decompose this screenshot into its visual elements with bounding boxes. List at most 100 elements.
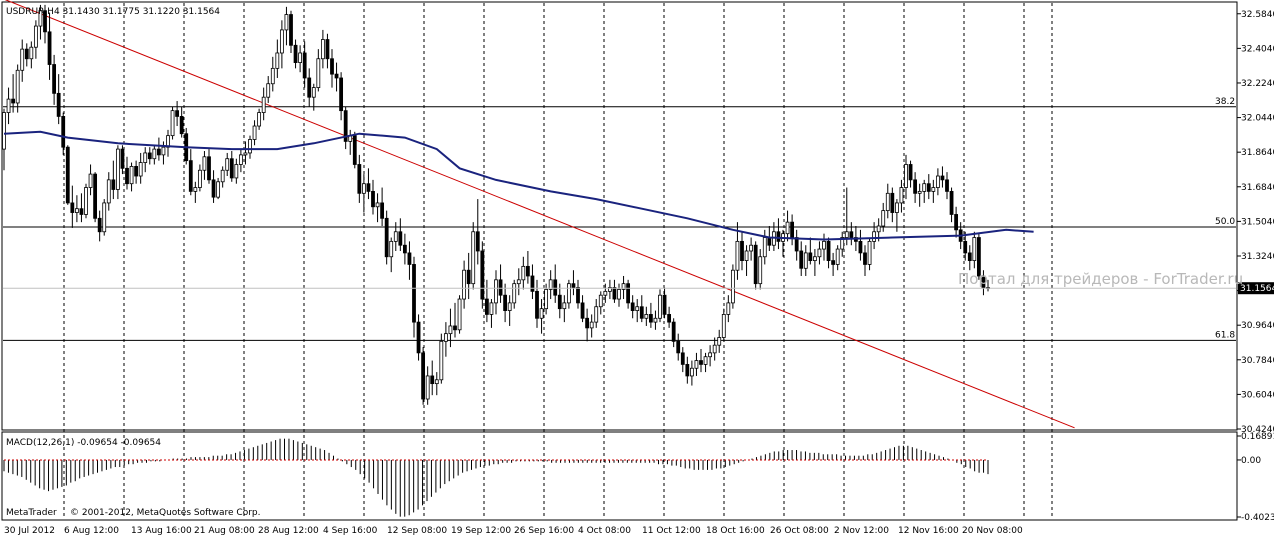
candle-body — [712, 344, 717, 354]
candle-body — [102, 202, 107, 233]
candle-body — [52, 64, 57, 94]
candle-body — [84, 187, 88, 215]
candle-body — [361, 183, 366, 194]
candle-body — [822, 240, 826, 250]
candle-body — [922, 183, 927, 192]
candle-body — [398, 231, 403, 246]
candle-body — [949, 190, 954, 215]
candle-body — [24, 48, 29, 60]
candle-body — [475, 231, 480, 252]
trendline — [4, 0, 1075, 429]
candle-body — [717, 337, 722, 346]
candle-body — [261, 96, 266, 113]
candle-body — [589, 321, 594, 329]
candle-body — [917, 190, 922, 194]
candle-body — [653, 317, 658, 323]
candle-body — [380, 202, 385, 219]
candle-body — [840, 237, 845, 250]
candle-body — [20, 48, 25, 71]
candle-body — [266, 83, 271, 98]
indicator-panel-frame — [1, 431, 1238, 521]
candle-body — [289, 14, 293, 46]
candle-body — [826, 240, 831, 261]
candle-body — [43, 10, 47, 33]
candle-body — [65, 146, 70, 204]
candle-body — [416, 321, 421, 354]
candles-group — [2, 4, 990, 405]
candle-body — [248, 139, 252, 154]
candle-body — [61, 116, 66, 148]
candle-body — [216, 181, 221, 198]
candle-body — [371, 190, 375, 208]
candle-body — [393, 231, 398, 242]
candle-body — [831, 260, 836, 265]
main-panel-frame — [1, 1, 1238, 431]
candle-body — [557, 294, 562, 310]
candle-body — [544, 289, 549, 310]
moving-average-line — [3, 130, 1034, 241]
candle-body — [207, 156, 211, 181]
y-tick-label: 31.6840 — [1241, 183, 1274, 193]
candle-body — [535, 290, 539, 319]
candle-body — [899, 187, 904, 204]
candle-body — [885, 192, 890, 212]
candle-body — [799, 250, 804, 269]
candle-body — [785, 221, 790, 235]
candle-body — [671, 321, 676, 342]
candle-body — [302, 52, 307, 79]
candle-body — [817, 248, 822, 258]
x-tick-label: 18 Oct 16:00 — [706, 526, 765, 536]
candle-body — [630, 302, 635, 311]
candle-body — [867, 240, 872, 265]
candle-body — [448, 325, 453, 335]
candle-body — [293, 44, 298, 63]
candle-body — [598, 294, 603, 308]
y-tick-label: 32.4040 — [1241, 44, 1274, 54]
candle-body — [29, 46, 34, 60]
watermark-text: Портал для трейдеров - ForTrader.ru — [958, 270, 1243, 288]
candle-body — [275, 52, 280, 69]
copyright-brand: MetaTrader — [6, 508, 57, 518]
candle-body — [480, 250, 485, 300]
candle-body — [311, 87, 316, 98]
candle-body — [330, 58, 334, 75]
candle-body — [375, 202, 380, 208]
candle-body — [79, 208, 84, 215]
candle-body — [730, 269, 735, 304]
candle-body — [252, 125, 257, 140]
candle-body — [325, 39, 330, 60]
candle-body — [935, 175, 940, 188]
candle-body — [525, 265, 530, 277]
candle-body — [594, 306, 599, 323]
x-tick-label: 2 Nov 12:00 — [834, 526, 889, 536]
candle-body — [639, 306, 644, 319]
candle-body — [803, 252, 808, 269]
y-tick-label: 31.5040 — [1241, 217, 1274, 227]
candle-body — [521, 265, 526, 281]
price-axis: 32.5840 32.4040 32.2240 32.0440 31.8640 31.68… — [3, 10, 1274, 435]
candle-body — [858, 240, 863, 254]
candle-body — [425, 375, 430, 400]
vertical-grid — [63, 3, 1053, 519]
candle-body — [229, 158, 234, 179]
candle-body — [462, 269, 467, 300]
candle-body — [279, 29, 284, 54]
candle-body — [366, 183, 371, 192]
candle-body — [808, 252, 813, 261]
candle-body — [33, 25, 38, 48]
candle-body — [97, 217, 102, 233]
candle-body — [298, 52, 303, 63]
candle-body — [735, 240, 740, 271]
candle-body — [38, 10, 43, 27]
candle-body — [134, 166, 139, 177]
x-tick-label: 26 Oct 08:00 — [770, 526, 829, 536]
indicator-tick-label: 0.16891 — [1241, 432, 1274, 442]
candle-body — [648, 314, 653, 323]
candle-body — [530, 275, 535, 292]
y-tick-label: 30.4240 — [1241, 425, 1274, 435]
candle-body — [699, 360, 703, 365]
y-tick-label: 31.3240 — [1241, 252, 1274, 262]
candle-body — [115, 148, 120, 190]
